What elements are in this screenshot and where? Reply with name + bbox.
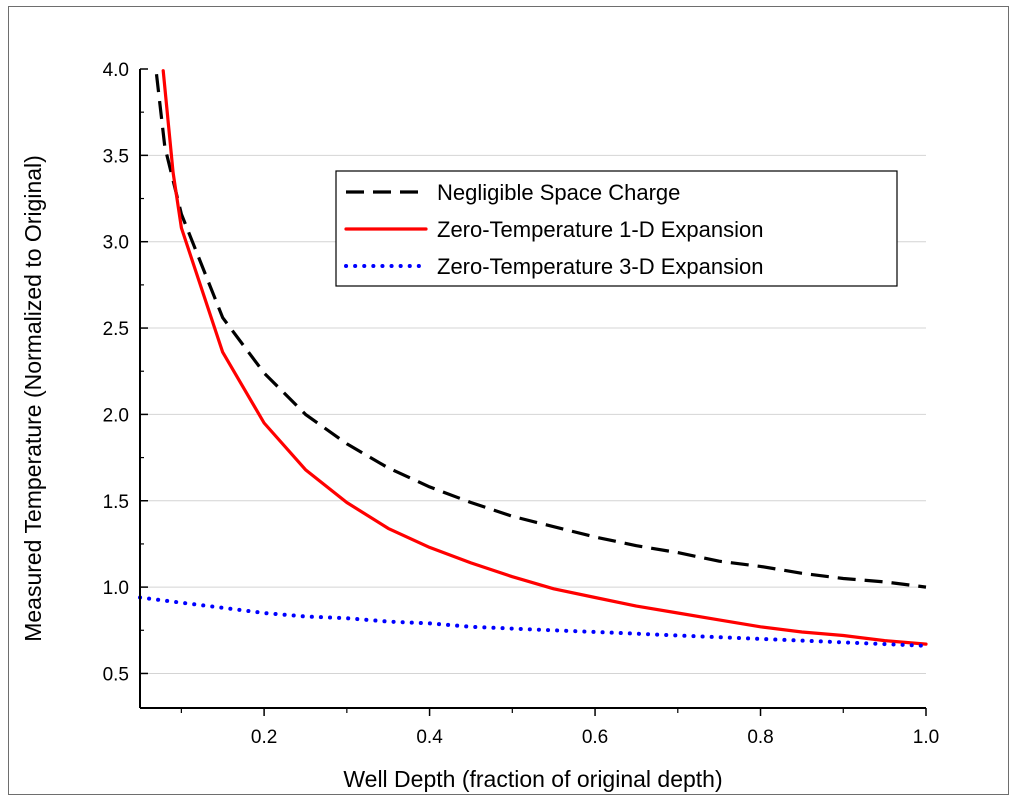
line-chart: 0.51.01.52.02.53.03.54.00.2 0.4 0.6 0.8 1.0 … [20, 60, 940, 792]
x-tick-label-2: 0.6 [582, 727, 608, 748]
y-tick-label-7: 4.0 [103, 60, 129, 81]
series-lines [138, 69, 928, 648]
y-tick-label-6: 3.5 [103, 146, 129, 167]
series-line-2 [138, 595, 928, 648]
x-tick-label-3: 0.8 [747, 727, 773, 748]
series-line-0 [154, 74, 927, 589]
y-tick-label-5: 3.0 [103, 233, 129, 254]
legend-label-1: Zero-Temperature 1-D Expansion [437, 217, 763, 242]
y-tick-label-1: 1.0 [103, 578, 129, 599]
y-axis-title: Measured Temperature (Normalized to Orig… [20, 155, 46, 642]
x-axis-title: Well Depth (fraction of original depth) [343, 766, 722, 792]
x-tick-label-4: 1.0 [913, 727, 939, 748]
y-tick-label-0: 0.5 [103, 664, 129, 685]
y-tick-label-2: 1.5 [103, 492, 129, 513]
legend-label-2: Zero-Temperature 3-D Expansion [437, 254, 763, 279]
legend-label-0: Negligible Space Charge [437, 180, 680, 205]
x-tick-label-0: 0.2 [251, 727, 277, 748]
legend-box [335, 170, 898, 287]
chart-frame: 0.5 1.0 1.5 2.0 2.5 3.0 3.5 4.0 0.2 0.4 0.6 0.8 1.0 … [8, 6, 1009, 795]
legend: Negligible Space Charge Zero-Temperature … [335, 170, 898, 287]
y-tick-label-4: 2.5 [103, 319, 129, 340]
y-tick-label-3: 2.0 [103, 405, 129, 426]
x-tick-label-1: 0.4 [416, 727, 443, 748]
series-line-1 [161, 69, 928, 646]
axes [139, 69, 926, 709]
ticks: 0.5 1.0 1.5 2.0 2.5 3.0 3.5 4.0 0.2 0.4 0.6 0.8 1.0 [103, 60, 940, 748]
